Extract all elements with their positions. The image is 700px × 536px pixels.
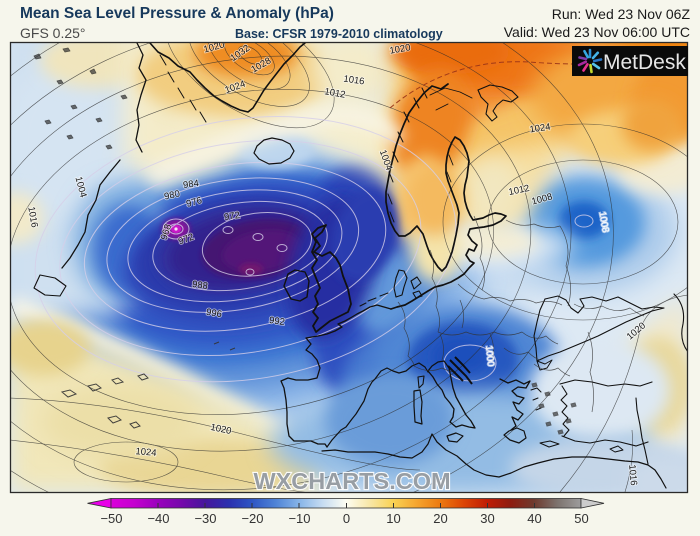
svg-text:1000: 1000: [483, 345, 496, 367]
svg-text:972: 972: [223, 210, 240, 223]
svg-text:1012: 1012: [324, 86, 347, 101]
svg-text:1012: 1012: [508, 183, 531, 198]
svg-text:988: 988: [191, 279, 208, 292]
svg-text:1008: 1008: [596, 211, 611, 234]
svg-text:976: 976: [185, 195, 203, 210]
svg-text:1024: 1024: [135, 446, 157, 459]
svg-text:1024: 1024: [529, 122, 551, 136]
svg-text:1016: 1016: [626, 464, 639, 486]
svg-text:980: 980: [163, 188, 181, 202]
svg-text:996: 996: [205, 307, 223, 321]
svg-text:1020: 1020: [209, 422, 232, 437]
svg-text:984: 984: [182, 178, 199, 191]
svg-text:992: 992: [268, 315, 285, 328]
svg-text:MetDesk: MetDesk: [603, 51, 686, 74]
svg-text:1016: 1016: [25, 206, 40, 229]
svg-text:1020: 1020: [389, 42, 412, 57]
svg-text:1016: 1016: [343, 74, 365, 88]
